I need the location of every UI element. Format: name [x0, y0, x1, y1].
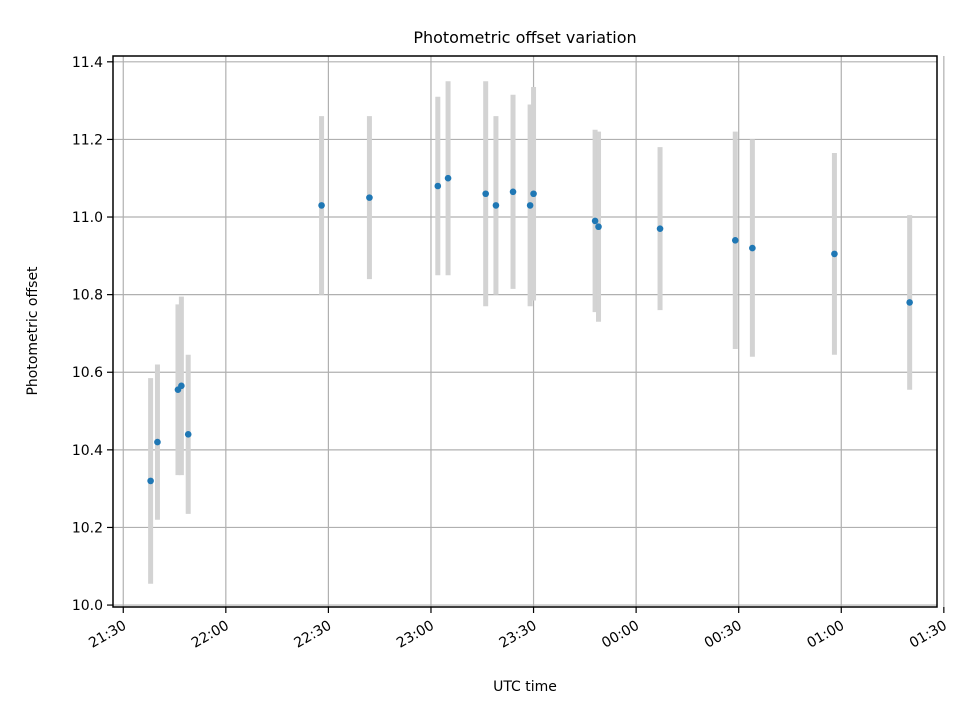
y-tick-label: 11.0	[72, 210, 103, 226]
grid-lines	[113, 56, 945, 607]
data-point	[184, 431, 192, 438]
data-point	[906, 299, 913, 306]
data-point	[591, 217, 599, 225]
chart-title: Photometric offset variation	[413, 28, 636, 47]
y-tick-label: 10.4	[72, 443, 103, 459]
y-tick-label: 10.2	[72, 520, 103, 536]
plot-frame	[112, 55, 938, 608]
data-point	[656, 225, 664, 232]
data-point	[434, 182, 442, 190]
data-point	[154, 438, 161, 446]
data-point	[595, 223, 602, 231]
y-tick-label: 11.4	[72, 55, 103, 71]
x-axis-label: UTC time	[493, 679, 557, 695]
data-points	[147, 174, 913, 485]
y-tick-label: 10.0	[72, 598, 103, 614]
y-tick-label: 11.2	[72, 132, 103, 148]
data-point	[526, 202, 534, 209]
data-point	[831, 250, 838, 258]
data-point	[178, 382, 185, 390]
data-point	[731, 237, 739, 244]
data-point	[366, 194, 373, 201]
data-point	[749, 244, 756, 252]
data-point	[482, 190, 489, 198]
data-point	[444, 174, 452, 182]
y-tick-label: 10.6	[72, 365, 103, 381]
data-point	[147, 477, 154, 485]
data-point	[530, 190, 537, 198]
data-point	[318, 202, 325, 209]
data-point	[509, 188, 517, 196]
data-point	[492, 202, 500, 209]
y-tick-label: 10.8	[72, 288, 103, 304]
y-axis-label: Photometric offset	[25, 266, 41, 396]
